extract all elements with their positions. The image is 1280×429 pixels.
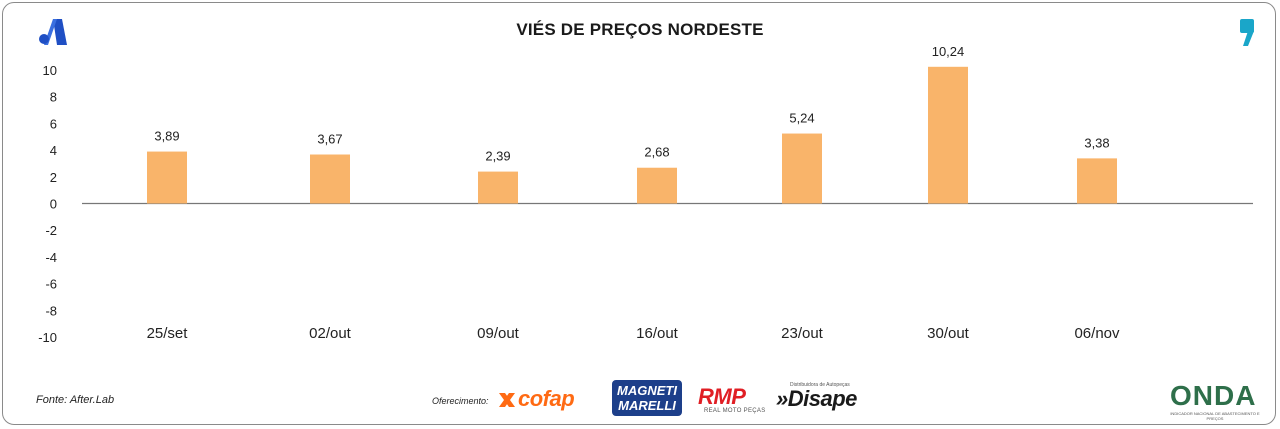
category-label: 25/set bbox=[147, 325, 189, 342]
category-label: 02/out bbox=[309, 325, 352, 342]
bar bbox=[147, 151, 187, 204]
data-label: 3,38 bbox=[1084, 135, 1109, 150]
bar bbox=[310, 154, 350, 204]
y-tick-label: -4 bbox=[45, 250, 57, 265]
category-label: 06/nov bbox=[1074, 325, 1120, 342]
y-tick-label: 0 bbox=[50, 197, 57, 212]
y-tick-label: 10 bbox=[43, 63, 57, 78]
category-label: 09/out bbox=[477, 325, 520, 342]
disape-logo: »Disape bbox=[776, 386, 857, 411]
category-label: 23/out bbox=[781, 325, 824, 342]
y-tick-label: -10 bbox=[38, 330, 57, 345]
sponsor-label: Oferecimento: bbox=[432, 396, 489, 406]
rmp-subtitle: REAL MOTO PEÇAS bbox=[704, 408, 766, 414]
data-label: 3,89 bbox=[154, 129, 179, 144]
quote-mark-icon bbox=[1236, 18, 1258, 53]
y-tick-label: -2 bbox=[45, 223, 57, 238]
cofap-logo: cofap bbox=[498, 386, 575, 412]
bar bbox=[928, 66, 968, 204]
y-tick-label: 4 bbox=[50, 143, 57, 158]
y-tick-label: 2 bbox=[50, 170, 57, 185]
source-note: Fonte: After.Lab bbox=[36, 394, 115, 406]
data-label: 5,24 bbox=[789, 111, 814, 126]
y-tick-label: -8 bbox=[45, 303, 57, 318]
magneti-text: MAGNETI bbox=[617, 383, 677, 398]
onda-subtitle: INDICADOR NACIONAL DE ABASTECIMENTO E PR… bbox=[1170, 411, 1260, 421]
category-label: 30/out bbox=[927, 325, 970, 342]
rmp-logo: RMP bbox=[698, 384, 746, 409]
bar bbox=[637, 167, 677, 204]
disape-subtitle: Distribuidora de Autopeças bbox=[790, 382, 850, 388]
a-logo-icon bbox=[38, 18, 68, 51]
y-tick-label: -6 bbox=[45, 277, 57, 292]
bar bbox=[478, 171, 518, 204]
data-label: 2,39 bbox=[485, 149, 510, 164]
y-tick-label: 8 bbox=[50, 90, 57, 105]
onda-logo: ONDA bbox=[1170, 380, 1257, 411]
chart-title: VIÉS DE PREÇOS NORDESTE bbox=[516, 20, 764, 39]
magneti-marelli-logo: MAGNETI MARELLI bbox=[612, 380, 682, 416]
marelli-text: MARELLI bbox=[618, 398, 676, 413]
category-label: 16/out bbox=[636, 325, 679, 342]
bar bbox=[1077, 158, 1117, 204]
data-label: 3,67 bbox=[317, 132, 342, 147]
bar bbox=[782, 133, 822, 204]
data-label: 10,24 bbox=[932, 44, 965, 59]
y-tick-label: 6 bbox=[50, 116, 57, 131]
cofap-text: cofap bbox=[518, 386, 575, 411]
data-label: 2,68 bbox=[644, 145, 669, 160]
